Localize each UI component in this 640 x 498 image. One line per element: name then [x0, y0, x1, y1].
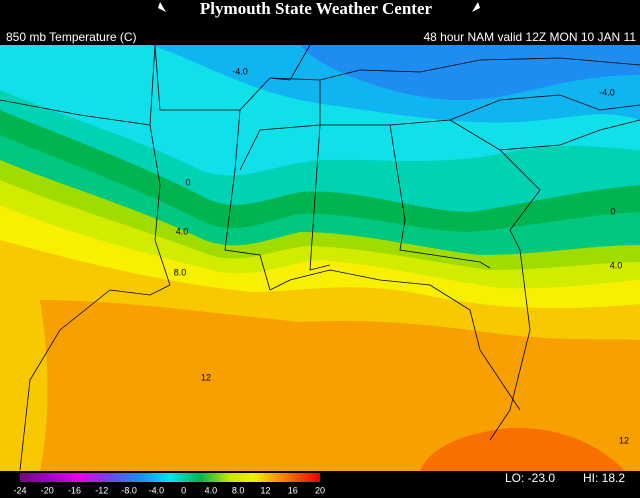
- border: [154, 45, 311, 291]
- temp-band: [40, 300, 640, 471]
- colorbar-tick-label: -20: [41, 485, 54, 495]
- temp-band: [420, 427, 625, 471]
- title: Plymouth State Weather Center: [200, 0, 433, 18]
- contour-label: 4.0: [176, 226, 189, 236]
- colorbar-tick-label: -16: [68, 485, 81, 495]
- logo-icon: [472, 2, 480, 12]
- colorbar-tick-label: -4.0: [149, 485, 165, 495]
- colorbar-tick-label: 4.0: [205, 485, 218, 495]
- colorbar-tick-label: 0: [181, 485, 186, 495]
- high-value: HI: 18.2: [583, 471, 625, 485]
- colorbar-tick-label: 8.0: [232, 485, 245, 495]
- colorbar-tick-label: -8.0: [121, 485, 137, 495]
- contour-label: -4.0: [599, 87, 615, 97]
- contour-label: 12: [619, 435, 629, 445]
- contour-label: 4.0: [610, 260, 623, 270]
- logo-icon: [158, 2, 166, 12]
- colorbar-tick-label: 20: [315, 485, 325, 495]
- contour-label: -4.0: [232, 66, 248, 76]
- colorbar-tick-label: -24: [13, 485, 26, 495]
- colorbar-tick-label: 16: [288, 485, 298, 495]
- contour-label: 8.0: [174, 267, 187, 277]
- border: [0, 45, 171, 471]
- colorbar-tick-label: 12: [260, 485, 270, 495]
- contour-label: 0: [185, 177, 190, 187]
- colorbar-ticks: -24 -20 -16 -12 -8.0 -4.0 0 4.0 8.0 12 16 20: [13, 485, 325, 495]
- contour-label: 0: [610, 206, 615, 216]
- border: [309, 119, 541, 441]
- valid-time: 48 hour NAM valid 12Z MON 10 JAN 11: [423, 30, 636, 44]
- map: [0, 45, 640, 471]
- contour-label: 12: [201, 372, 211, 382]
- border: [269, 119, 640, 411]
- colorbar: [20, 473, 320, 482]
- contour-labels: -4.0 -4.0 0 0 4.0 4.0 8.0 12 12: [174, 66, 629, 445]
- colorbar-tick-label: -12: [95, 485, 108, 495]
- low-value: LO: -23.0: [505, 471, 555, 485]
- product-label: 850 mb Temperature (C): [6, 30, 137, 44]
